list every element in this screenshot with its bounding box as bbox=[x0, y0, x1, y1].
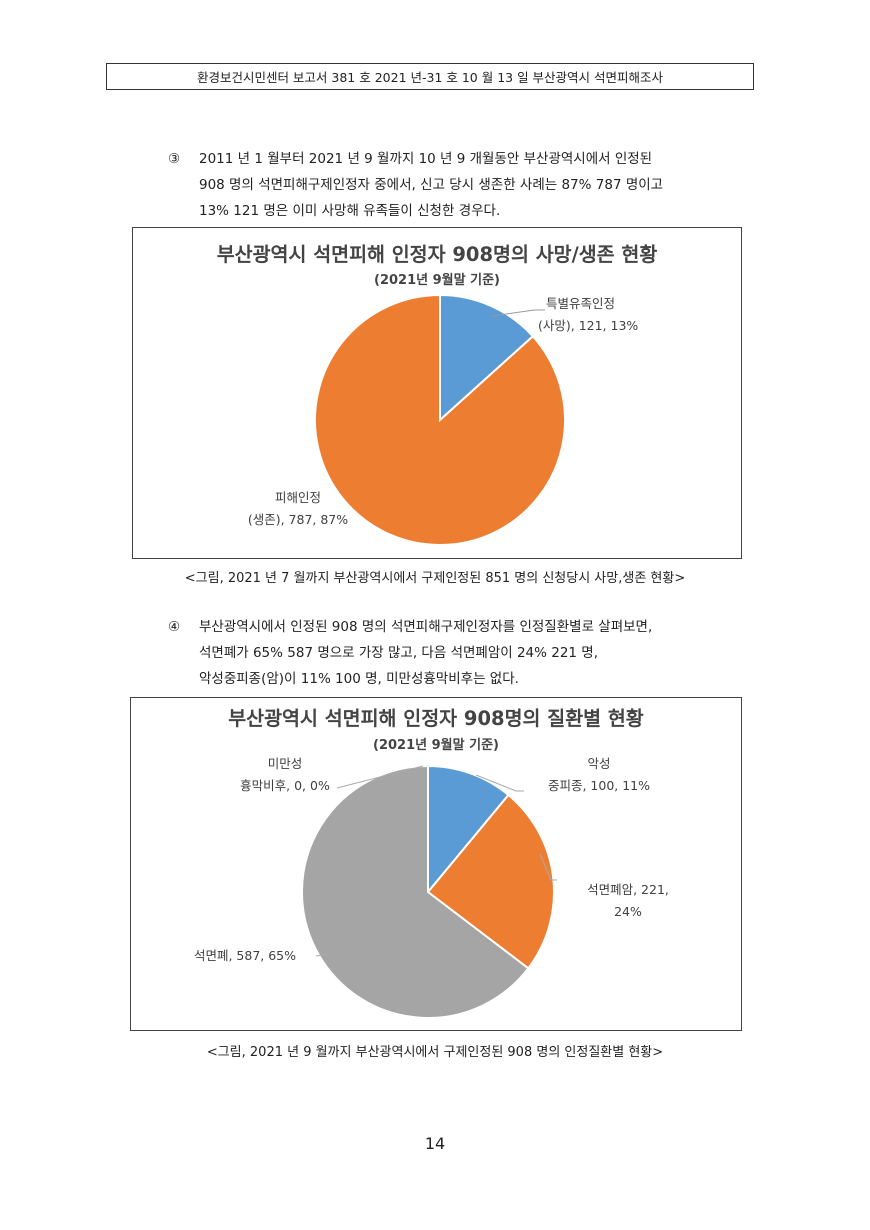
label-pleural-line2: 흉막비후, 0, 0% bbox=[240, 778, 330, 793]
leader-line-pleural bbox=[336, 765, 424, 789]
paragraph-4-line: 석면폐가 65% 587 명으로 가장 많고, 다음 석면폐암이 24% 221… bbox=[199, 645, 599, 661]
pie-slice-asbestosis bbox=[301, 764, 530, 1019]
leader-line-deceased bbox=[491, 309, 545, 317]
paragraph-3-marker: ③ bbox=[168, 151, 181, 167]
chart-1-caption: <그림, 2021 년 7 월까지 부산광역시에서 구제인정된 851 명의 신… bbox=[184, 571, 686, 586]
chart-1-title: 부산광역시 석면피해 인정자 908명의 사망/생존 현황 bbox=[217, 243, 658, 266]
chart-2-caption: <그림, 2021 년 9 월까지 부산광역시에서 구제인정된 908 명의 인… bbox=[206, 1045, 664, 1060]
paragraph-3-line: 2011 년 1 월부터 2021 년 9 월까지 10 년 9 개월동안 부산… bbox=[199, 151, 653, 167]
leader-line-lung-cancer bbox=[539, 853, 557, 881]
paragraph-3-line: 908 명의 석면피해구제인정자 중에서, 신고 당시 생존한 사례는 87% … bbox=[199, 177, 664, 193]
label-deceased-line2: (사망), 121, 13% bbox=[538, 318, 638, 333]
pie-slice-lung-cancer bbox=[426, 793, 555, 970]
paragraph-4: ④ 부산광역시에서 인정된 908 명의 석면피해구제인정자를 인정질환별로 살… bbox=[168, 614, 652, 692]
label-lung-cancer-line2: 24% bbox=[614, 904, 642, 919]
paragraph-4-line: 부산광역시에서 인정된 908 명의 석면피해구제인정자를 인정질환별로 살펴보… bbox=[199, 619, 653, 635]
leader-line-mesothelioma bbox=[475, 774, 524, 792]
label-pleural-line1: 미만성 bbox=[268, 756, 303, 771]
paragraph-3: ③ 2011 년 1 월부터 2021 년 9 월까지 10 년 9 개월동안 … bbox=[168, 146, 663, 224]
chart-1-subtitle: (2021년 9월말 기준) bbox=[374, 272, 500, 288]
label-mesothelioma-line1: 악성 bbox=[587, 756, 610, 771]
chart-disease-type: 부산광역시 석면피해 인정자 908명의 질환별 현황 (2021년 9월말 기… bbox=[130, 697, 742, 1031]
label-survived-line2: (생존), 787, 87% bbox=[248, 512, 348, 527]
pie-slice-survived bbox=[314, 293, 566, 546]
label-asbestosis: 석면폐, 587, 65% bbox=[194, 948, 296, 963]
paragraph-4-marker: ④ bbox=[168, 619, 181, 635]
page-number: 14 bbox=[424, 1134, 446, 1153]
pie-slice-mesothelioma bbox=[427, 764, 510, 895]
pie-slice-deceased bbox=[439, 293, 535, 423]
chart-2-title: 부산광역시 석면피해 인정자 908명의 질환별 현황 bbox=[228, 707, 644, 730]
label-mesothelioma-line2: 중피종, 100, 11% bbox=[548, 778, 650, 793]
chart-death-survival: 부산광역시 석면피해 인정자 908명의 사망/생존 현황 (2021년 9월말… bbox=[132, 227, 742, 559]
label-deceased-line1: 특별유족인정 bbox=[546, 296, 615, 311]
label-lung-cancer-line1: 석면폐암, 221, bbox=[587, 882, 669, 897]
paragraph-4-line: 악성중피종(암)이 11% 100 명, 미만성흉막비후는 없다. bbox=[199, 671, 519, 687]
leader-line-asbestosis bbox=[315, 953, 329, 957]
report-header: 환경보건시민센터 보고서 381 호 2021 년-31 호 10 월 13 일… bbox=[106, 63, 754, 90]
paragraph-3-line: 13% 121 명은 이미 사망해 유족들이 신청한 경우다. bbox=[199, 203, 501, 219]
label-survived-line1: 피해인정 bbox=[275, 490, 321, 505]
chart-2-subtitle: (2021년 9월말 기준) bbox=[373, 737, 499, 753]
